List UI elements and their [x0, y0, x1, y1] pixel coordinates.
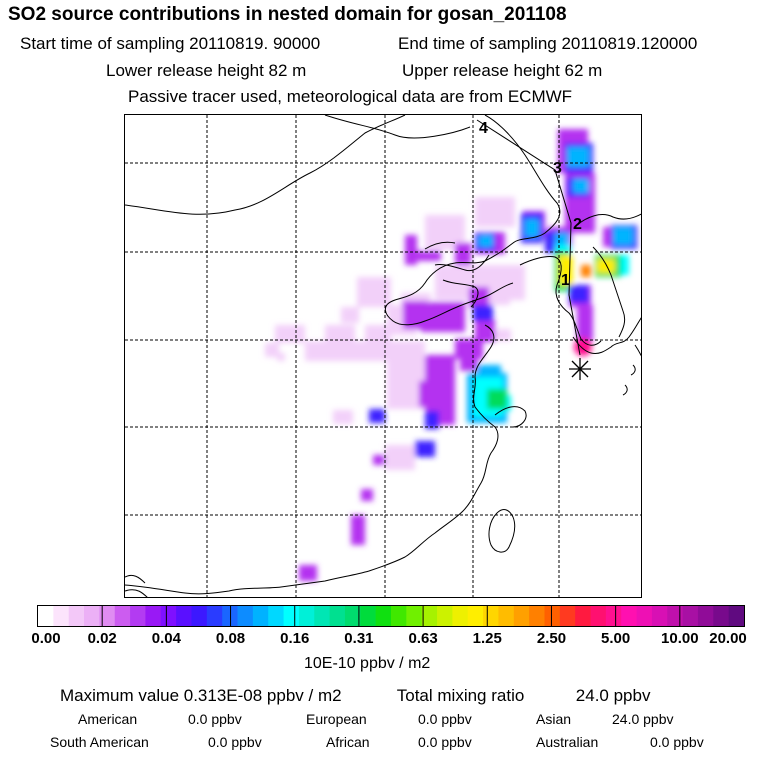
max-value-label: Maximum value 0.313E-08 ppbv / m2: [60, 686, 342, 705]
colorbar-swatch: [38, 606, 54, 626]
grid-lines: [125, 115, 641, 597]
lower-release-height: Lower release height 82 m: [106, 61, 307, 80]
colorbar-tick-label: 0.16: [280, 630, 310, 647]
colorbar-swatch: [544, 606, 561, 626]
colorbar-swatch: [314, 606, 331, 626]
colorbar-tick-label: 1.25: [472, 630, 502, 647]
colorbar-swatch: [268, 606, 285, 626]
colorbar-swatch: [176, 606, 193, 626]
region-label-african: African: [326, 734, 370, 750]
colorbar-swatch: [437, 606, 453, 626]
colorbar-swatch: [130, 606, 147, 626]
colorbar-swatch: [651, 606, 668, 626]
region-label-european: European: [306, 711, 367, 727]
colorbar-swatch: [391, 606, 407, 626]
region-label-south-american: South American: [50, 734, 149, 750]
colorbar-swatch: [605, 606, 622, 626]
colorbar-swatch: [575, 606, 592, 626]
colorbar-tick-label: 0.02: [87, 630, 117, 647]
colorbar-unit: 10E-10 ppbv / m2: [304, 655, 431, 672]
colorbar-swatch: [513, 606, 530, 626]
map-svg: 1 2 3 4: [125, 115, 641, 597]
colorbar-swatch: [99, 606, 116, 626]
marker-3: 3: [553, 160, 562, 177]
map-panel: 1 2 3 4: [124, 114, 642, 598]
receptor-asterisk-icon: [569, 358, 591, 380]
colorbar-swatch: [697, 606, 714, 626]
colorbar-swatch: [283, 606, 300, 626]
colorbar-swatch: [621, 606, 638, 626]
colorbar-swatch: [53, 606, 70, 626]
colorbar-swatch: [636, 606, 653, 626]
colorbar-swatch: [375, 606, 392, 626]
region-value-asian: 24.0 ppbv: [612, 711, 674, 727]
region-label-asian: Asian: [536, 711, 572, 727]
colorbar-swatch: [360, 606, 377, 626]
colorbar-swatch: [344, 606, 361, 626]
marker-1: 1: [561, 272, 570, 289]
colorbar-tick-label: 20.00: [709, 630, 747, 647]
trajectory-markers: 1 2 3 4: [479, 120, 582, 289]
colorbar-swatch: [452, 606, 469, 626]
trajectory-line: [476, 119, 581, 356]
region-value-european: 0.0 ppbv: [418, 711, 472, 727]
colorbar-tick-label: 0.04: [151, 630, 181, 647]
colorbar-swatch: [590, 606, 607, 626]
region-value-african: 0.0 ppbv: [418, 734, 472, 750]
colorbar-swatch: [559, 606, 576, 626]
marker-2: 2: [573, 216, 582, 233]
region-value-american: 0.0 ppbv: [188, 711, 242, 727]
colorbar-swatch: [145, 606, 162, 626]
colorbar-swatch: [329, 606, 346, 626]
colorbar-swatch: [483, 606, 500, 626]
colorbar-swatch: [728, 606, 744, 626]
colorbar-tick-label: 0.63: [408, 630, 438, 647]
region-value-south-american: 0.0 ppbv: [208, 734, 262, 750]
colorbar-swatch: [467, 606, 484, 626]
total-mixing-value: 24.0 ppbv: [575, 686, 651, 705]
colorbar-swatch: [84, 606, 100, 626]
colorbar-swatch: [68, 606, 85, 626]
max-value-row: Maximum value 0.313E-08 ppbv / m2 Total …: [60, 686, 650, 706]
region-value-australian: 0.0 ppbv: [650, 734, 704, 750]
colorbar-swatch: [160, 606, 177, 626]
colorbar-swatch: [114, 606, 131, 626]
chart-title: SO2 source contributions in nested domai…: [8, 4, 567, 25]
concentration-field: [265, 129, 637, 581]
colorbar-swatch: [421, 606, 438, 626]
colorbar-swatch: [206, 606, 223, 626]
colorbar-swatch: [406, 606, 423, 626]
end-time: End time of sampling 20110819.120000: [398, 34, 698, 53]
region-label-australian: Australian: [536, 734, 599, 750]
colorbar-swatch: [713, 606, 730, 626]
colorbar-swatch: [191, 606, 208, 626]
total-mixing-label: Total mixing ratio: [396, 686, 525, 705]
colorbar-tick-label: 0.08: [215, 630, 246, 647]
colorbar-tick-label: 5.00: [601, 630, 631, 647]
colorbar-swatch: [498, 606, 515, 626]
colorbar-tick-label: 2.50: [536, 630, 567, 647]
colorbar: [37, 605, 745, 627]
colorbar-swatch: [237, 606, 254, 626]
upper-release-height: Upper release height 62 m: [402, 61, 603, 80]
colorbar-swatch: [529, 606, 546, 626]
marker-4: 4: [479, 120, 488, 137]
region-label-american: American: [78, 711, 138, 727]
colorbar-swatch: [667, 606, 684, 626]
tracer-note: Passive tracer used, meteorological data…: [128, 87, 573, 106]
colorbar-swatch: [298, 606, 315, 626]
colorbar-swatch: [252, 606, 269, 626]
colorbar-tick-label: 0.00: [31, 630, 61, 647]
coastlines: [125, 115, 641, 597]
colorbar-tick-label: 10.00: [661, 630, 699, 647]
colorbar-tick-label: 0.31: [344, 630, 374, 647]
colorbar-swatch: [682, 606, 699, 626]
start-time: Start time of sampling 20110819. 90000: [20, 34, 321, 53]
